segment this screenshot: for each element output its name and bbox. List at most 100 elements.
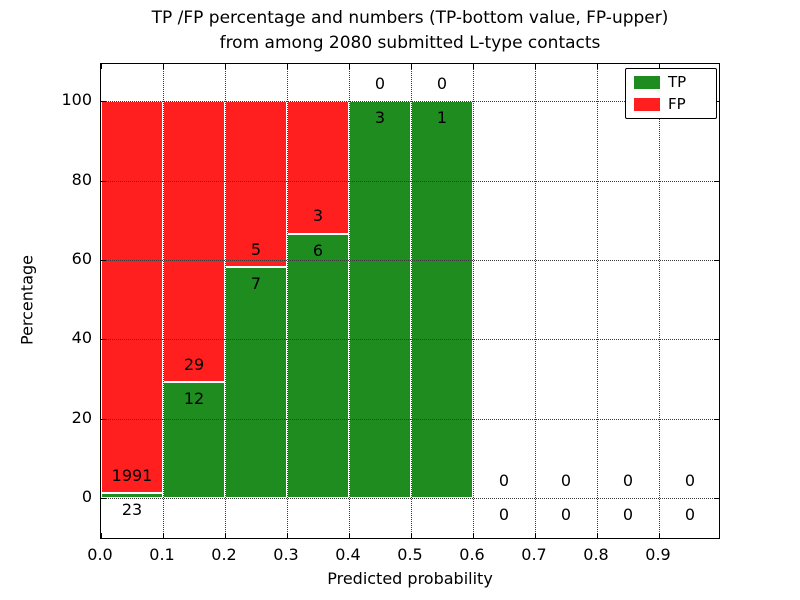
fp-color-swatch bbox=[634, 98, 660, 111]
tp-count-label: 3 bbox=[374, 108, 386, 128]
tick-mark bbox=[225, 533, 226, 538]
gridline-vertical bbox=[225, 64, 226, 538]
tick-mark bbox=[714, 339, 719, 341]
tick-mark bbox=[349, 533, 350, 538]
gridline-horizontal bbox=[101, 180, 719, 182]
gridline-vertical bbox=[535, 64, 536, 538]
bar-segment-tp bbox=[101, 493, 163, 498]
tick-mark bbox=[101, 533, 102, 538]
gridline-horizontal bbox=[101, 418, 719, 420]
tick-mark bbox=[659, 64, 660, 69]
tp-count-label: 6 bbox=[312, 240, 324, 260]
tick-mark bbox=[473, 64, 474, 69]
x-tick-label: 0.3 bbox=[273, 545, 299, 564]
y-tick-label: 20 bbox=[71, 407, 92, 427]
y-tick-label: 0 bbox=[81, 486, 92, 506]
y-axis-label: Percentage bbox=[17, 254, 37, 346]
tick-mark bbox=[101, 339, 106, 341]
tp-count-label: 0 bbox=[560, 505, 572, 524]
fp-count-label: 3 bbox=[312, 206, 324, 226]
tick-mark bbox=[411, 64, 412, 69]
fp-count-label: 0 bbox=[374, 74, 386, 94]
legend-label-tp: TP bbox=[668, 73, 687, 91]
gridline-vertical bbox=[659, 64, 660, 538]
x-tick-label: 0.8 bbox=[583, 545, 609, 564]
gridline-vertical bbox=[287, 64, 288, 538]
tp-count-label: 23 bbox=[121, 500, 143, 520]
tick-mark bbox=[101, 418, 106, 420]
x-tick-label: 0.5 bbox=[397, 545, 423, 564]
legend-entry-tp: TP bbox=[634, 75, 708, 90]
tick-mark bbox=[535, 533, 536, 538]
gridline-vertical bbox=[411, 64, 412, 538]
y-tick-label: 40 bbox=[71, 328, 92, 348]
bar-segment-fp bbox=[287, 101, 349, 234]
gridline-horizontal bbox=[101, 339, 719, 341]
tick-mark bbox=[714, 259, 719, 261]
tp-color-swatch bbox=[634, 76, 660, 89]
fp-count-label: 1991 bbox=[111, 466, 153, 486]
tick-mark bbox=[163, 533, 164, 538]
legend-entry-fp: FP bbox=[634, 97, 708, 112]
grid-layer bbox=[101, 64, 719, 538]
x-tick-label: 0.2 bbox=[211, 545, 237, 564]
gridline-horizontal bbox=[101, 497, 719, 499]
chart-title: TP /FP percentage and numbers (TP-bottom… bbox=[151, 8, 669, 53]
tick-mark bbox=[101, 497, 106, 499]
fp-count-label: 0 bbox=[436, 74, 448, 94]
tick-mark bbox=[597, 64, 598, 69]
x-tick-label: 0.4 bbox=[335, 545, 361, 564]
x-axis-label: Predicted probability bbox=[327, 569, 493, 588]
plot-area: 1991 23 29 12 5 7 3 6 0 3 0 1 0 0 0 0 0 0 0 0 TP FP bbox=[100, 63, 720, 539]
tick-mark bbox=[597, 533, 598, 538]
x-tick-label: 0.9 bbox=[645, 545, 671, 564]
tp-count-label: 1 bbox=[436, 108, 448, 128]
bars-layer bbox=[101, 64, 719, 538]
x-tick-label: 0.0 bbox=[87, 545, 113, 564]
tick-mark bbox=[411, 533, 412, 538]
bar-segment-tp bbox=[287, 233, 349, 498]
tp-count-label: 7 bbox=[250, 273, 262, 293]
gridline-horizontal bbox=[101, 259, 719, 261]
bar-segment-tp bbox=[349, 101, 411, 498]
tick-mark bbox=[349, 64, 350, 69]
tp-count-label: 12 bbox=[183, 388, 205, 408]
gridline-vertical bbox=[349, 64, 350, 538]
tick-mark bbox=[473, 533, 474, 538]
tick-mark bbox=[714, 180, 719, 182]
tick-mark bbox=[101, 180, 106, 182]
x-tick-label: 0.7 bbox=[521, 545, 547, 564]
y-tick-label: 100 bbox=[61, 90, 92, 110]
bar-segment-fp bbox=[101, 101, 163, 494]
x-tick-label: 0.1 bbox=[149, 545, 175, 564]
tick-mark bbox=[101, 64, 102, 69]
tick-mark bbox=[287, 64, 288, 69]
tick-mark bbox=[714, 418, 719, 420]
tick-mark bbox=[287, 533, 288, 538]
fp-count-label: 0 bbox=[498, 470, 510, 490]
y-tick-label: 60 bbox=[71, 248, 92, 268]
tick-mark bbox=[535, 64, 536, 69]
gridline-vertical bbox=[597, 64, 598, 538]
bar-segment-tp bbox=[411, 101, 473, 498]
gridline-vertical bbox=[163, 64, 164, 538]
fp-count-label: 5 bbox=[250, 239, 262, 259]
tp-count-label: 0 bbox=[498, 505, 510, 524]
tp-count-label: 0 bbox=[622, 505, 634, 524]
fp-count-label: 29 bbox=[183, 354, 205, 374]
fp-count-label: 0 bbox=[684, 470, 696, 490]
gridline-vertical bbox=[473, 64, 474, 538]
tick-mark bbox=[101, 101, 106, 103]
tick-mark bbox=[714, 497, 719, 499]
bar-segment-fp bbox=[225, 101, 287, 267]
tp-count-label: 0 bbox=[684, 505, 696, 524]
fp-count-label: 0 bbox=[622, 470, 634, 490]
fp-count-label: 0 bbox=[560, 470, 572, 490]
x-tick-label: 0.6 bbox=[459, 545, 485, 564]
legend-label-fp: FP bbox=[668, 95, 686, 113]
y-tick-label: 80 bbox=[71, 169, 92, 189]
bar-segment-tp bbox=[163, 381, 225, 498]
tick-mark bbox=[101, 259, 106, 261]
tick-mark bbox=[225, 64, 226, 69]
